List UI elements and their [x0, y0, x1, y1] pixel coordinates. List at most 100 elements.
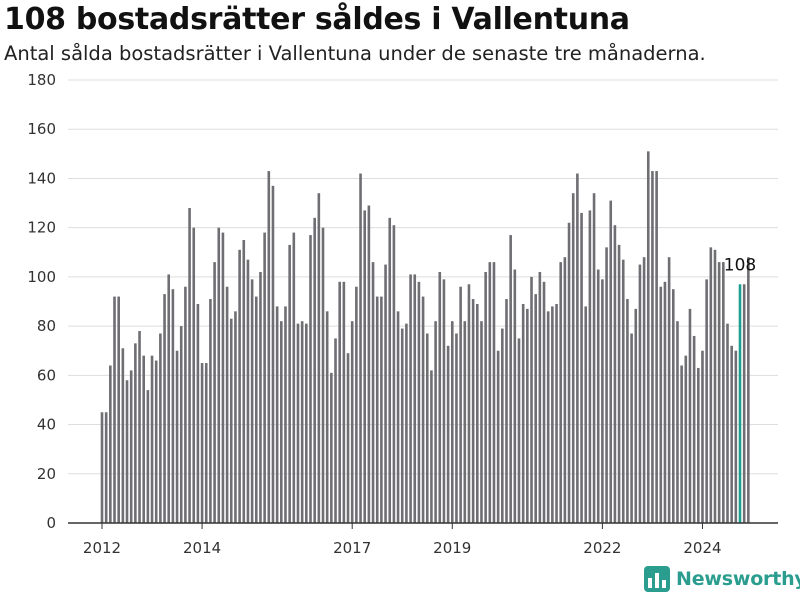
bar	[317, 193, 321, 523]
bar	[330, 372, 333, 523]
x-tick-label: 2017	[333, 539, 371, 557]
y-tick-label: 80	[37, 317, 56, 335]
x-tick-label: 2019	[433, 539, 471, 557]
bar	[359, 173, 362, 523]
bar	[350, 321, 354, 523]
bar	[646, 151, 650, 523]
bar	[488, 262, 492, 523]
bar	[121, 348, 125, 523]
bar	[421, 296, 425, 523]
bar	[388, 217, 392, 524]
bar	[613, 225, 617, 523]
bar	[726, 323, 729, 523]
bar	[163, 294, 166, 523]
bar	[405, 323, 408, 523]
y-tick-label: 100	[27, 268, 56, 286]
newsworthy-logo: Newsworthy	[644, 566, 800, 592]
bar	[104, 412, 108, 523]
bar	[742, 284, 746, 523]
bar	[267, 171, 271, 524]
bar	[342, 281, 346, 523]
bar	[576, 173, 579, 523]
bar	[146, 390, 150, 523]
y-tick-label: 180	[27, 71, 56, 89]
bar	[476, 303, 479, 523]
bar	[480, 321, 483, 523]
bar	[213, 262, 216, 523]
bar	[280, 321, 283, 523]
bar	[684, 355, 688, 523]
bar	[496, 350, 500, 523]
tick-labels: 0 20 40 60 80 100 120 140 160 180 108 2012 2014 2017 2…	[27, 71, 756, 557]
bar	[138, 331, 141, 523]
bar	[179, 326, 183, 523]
bar	[630, 333, 633, 523]
bar	[450, 321, 454, 523]
bar	[551, 306, 554, 523]
bar	[697, 367, 700, 523]
bar	[621, 259, 625, 523]
bar	[601, 279, 604, 523]
bar	[338, 281, 341, 523]
bar	[530, 276, 533, 523]
bar	[296, 323, 300, 523]
bar	[667, 257, 671, 523]
bar	[129, 370, 133, 523]
bar	[463, 321, 467, 523]
bar	[734, 350, 738, 523]
bar	[184, 286, 187, 523]
bar	[538, 271, 542, 523]
bar	[313, 217, 316, 524]
bar	[150, 355, 154, 523]
bar	[571, 193, 575, 523]
bar	[592, 193, 596, 523]
bar	[509, 235, 512, 524]
bar	[663, 281, 667, 523]
bar	[563, 257, 567, 523]
bar	[400, 328, 404, 523]
bar	[250, 279, 254, 523]
highlight-data-label: 108	[724, 255, 756, 275]
y-tick-label: 120	[27, 219, 56, 237]
y-tick-label: 0	[46, 514, 56, 532]
bar	[142, 355, 145, 523]
chart-title: 108 bostadsrätter såldes i Vallentuna	[4, 2, 630, 37]
bar	[680, 365, 683, 523]
bar	[517, 338, 521, 523]
x-tick-label: 2012	[83, 539, 121, 557]
bar	[217, 227, 221, 523]
bar	[546, 311, 550, 523]
bar	[334, 338, 337, 523]
bar	[325, 311, 329, 523]
bar	[467, 284, 471, 523]
bar	[171, 289, 175, 523]
bar	[100, 412, 104, 523]
bar	[242, 239, 246, 523]
bar	[367, 205, 371, 523]
x-tick-label: 2022	[583, 539, 621, 557]
bar	[567, 222, 571, 523]
bar	[109, 365, 112, 523]
bar	[125, 380, 129, 523]
bar	[413, 274, 417, 523]
bar	[167, 274, 171, 523]
bar	[651, 171, 654, 524]
bar	[288, 244, 291, 523]
bar	[501, 328, 504, 523]
bar	[730, 345, 733, 523]
bar	[459, 286, 462, 523]
bar	[588, 210, 592, 523]
x-tick-label: 2024	[683, 539, 721, 557]
bar	[555, 303, 558, 523]
y-tick-label: 40	[37, 416, 56, 434]
bar	[363, 210, 367, 523]
bar	[284, 306, 287, 523]
bar	[409, 274, 412, 523]
bar	[446, 345, 450, 523]
bar	[634, 308, 638, 523]
bar	[346, 353, 350, 523]
bar	[559, 262, 562, 523]
bar	[747, 257, 750, 523]
bar	[275, 306, 279, 523]
